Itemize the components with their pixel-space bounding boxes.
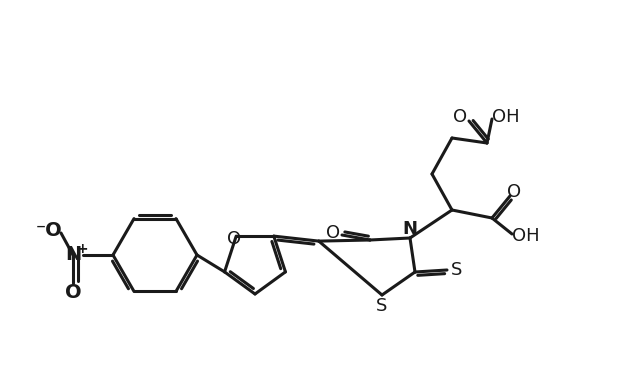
- Text: O: O: [453, 108, 467, 126]
- Text: O: O: [227, 230, 241, 248]
- Text: OH: OH: [492, 108, 520, 126]
- Text: N: N: [65, 245, 81, 265]
- Text: OH: OH: [512, 227, 540, 245]
- Text: O: O: [507, 183, 521, 201]
- Text: O: O: [326, 224, 340, 242]
- Text: S: S: [376, 297, 388, 315]
- Text: ⁻O: ⁻O: [36, 222, 62, 240]
- Text: O: O: [65, 283, 81, 301]
- Text: S: S: [451, 261, 463, 279]
- Text: +: +: [76, 242, 88, 256]
- Text: N: N: [403, 220, 417, 238]
